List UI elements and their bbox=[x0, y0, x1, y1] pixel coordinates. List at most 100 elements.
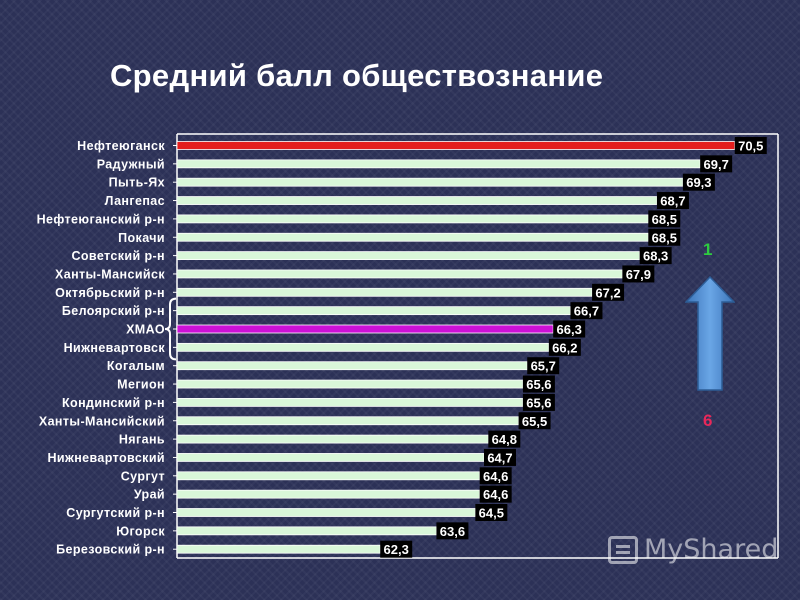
category-label: Лангепас bbox=[105, 194, 165, 208]
value-label-box bbox=[570, 302, 603, 320]
bar bbox=[176, 232, 649, 242]
category-label: Сургут bbox=[121, 469, 165, 483]
value-label-box bbox=[527, 357, 560, 375]
value-label-box bbox=[592, 283, 625, 301]
value-label-box bbox=[475, 504, 508, 521]
bar bbox=[176, 287, 593, 297]
value-label-box bbox=[436, 522, 469, 540]
value-label: 66,2 bbox=[552, 340, 577, 355]
rank-bottom-label: 6 bbox=[703, 411, 713, 430]
rank-top-label: 1 bbox=[703, 240, 713, 259]
category-label: Ханты-Мансийск bbox=[55, 267, 165, 281]
value-label: 62,3 bbox=[384, 542, 409, 557]
category-label: Белоярский р-н bbox=[62, 304, 165, 318]
category-label: Нефтеюганский р-н bbox=[37, 212, 165, 226]
value-label-box bbox=[553, 320, 586, 338]
bar bbox=[176, 508, 476, 517]
value-label: 64,8 bbox=[492, 432, 517, 447]
value-label: 70,5 bbox=[738, 139, 763, 154]
category-label: Нижневартовск bbox=[64, 341, 166, 355]
bars-group bbox=[176, 141, 736, 554]
category-label: Советский р-н bbox=[71, 249, 165, 263]
presentation-icon bbox=[608, 535, 638, 564]
value-label-box bbox=[479, 485, 512, 503]
value-label-box bbox=[522, 375, 555, 393]
bar bbox=[176, 324, 554, 334]
value-label-box bbox=[622, 265, 655, 283]
bar bbox=[176, 306, 571, 316]
category-label: Пыть-Ях bbox=[109, 176, 165, 190]
category-label: Ханты-Мансийский bbox=[39, 414, 165, 428]
value-label-box bbox=[734, 137, 767, 154]
bar bbox=[176, 196, 658, 205]
value-label: 64,5 bbox=[479, 506, 504, 521]
value-label-box bbox=[488, 430, 521, 448]
category-label: ХМАО bbox=[126, 323, 165, 337]
category-label: Нефтеюганск bbox=[77, 139, 165, 153]
value-label-box bbox=[380, 540, 413, 558]
value-label-box bbox=[518, 412, 551, 430]
value-label: 69,3 bbox=[686, 175, 711, 190]
category-label: Сургутский р-н bbox=[66, 506, 165, 520]
value-label: 65,5 bbox=[522, 414, 547, 429]
bar bbox=[176, 489, 481, 499]
brace-bracket bbox=[164, 297, 177, 361]
bar bbox=[176, 453, 485, 462]
up-arrow-icon bbox=[685, 276, 735, 391]
bar bbox=[176, 177, 684, 187]
value-label: 68,7 bbox=[660, 194, 685, 209]
value-label-box bbox=[682, 173, 715, 191]
value-label: 68,5 bbox=[652, 212, 677, 227]
value-label-box bbox=[648, 210, 681, 228]
category-label: Нягань bbox=[119, 433, 165, 447]
myshared-watermark: MyShared bbox=[608, 534, 778, 565]
category-label: Радужный bbox=[97, 157, 165, 171]
value-label: 68,5 bbox=[652, 230, 677, 245]
value-label: 68,3 bbox=[643, 249, 668, 264]
bar bbox=[176, 214, 649, 224]
value-label: 66,7 bbox=[574, 304, 599, 319]
value-label: 65,7 bbox=[531, 359, 556, 374]
category-label: Березовский р-н bbox=[56, 543, 165, 557]
value-labels-group: 70,5 69,7 69,368,7 68,5 68,5 68,3 67,9 67,2 66,7… bbox=[380, 137, 767, 558]
value-label-box bbox=[639, 247, 672, 265]
category-label: Мегион bbox=[117, 378, 165, 392]
bar bbox=[176, 269, 623, 279]
value-label: 65,6 bbox=[526, 377, 551, 392]
category-label: Урай bbox=[134, 488, 165, 502]
value-label-box bbox=[483, 448, 516, 466]
value-label: 67,9 bbox=[626, 267, 651, 282]
slide-title: Средний балл обществознание bbox=[110, 58, 604, 93]
watermark-text: MyShared bbox=[644, 534, 779, 565]
bar bbox=[176, 342, 550, 352]
category-label: Кондинский р-н bbox=[62, 396, 165, 410]
value-label: 66,3 bbox=[557, 322, 582, 337]
value-label-box bbox=[656, 192, 689, 210]
bar bbox=[176, 361, 528, 371]
value-label-box bbox=[548, 338, 581, 356]
bar bbox=[176, 471, 481, 481]
bar bbox=[176, 141, 736, 150]
value-label: 67,2 bbox=[595, 285, 620, 300]
value-label: 63,6 bbox=[440, 524, 465, 539]
category-label: Когалым bbox=[107, 359, 165, 373]
bar bbox=[176, 379, 524, 389]
bar bbox=[176, 397, 524, 407]
brace-path bbox=[164, 297, 177, 361]
value-label: 64,6 bbox=[483, 469, 508, 484]
category-label: Октябрьский р-н bbox=[55, 286, 165, 300]
value-label: 64,6 bbox=[483, 487, 508, 502]
value-label-box bbox=[700, 155, 733, 173]
category-label: Югорск bbox=[116, 524, 165, 538]
value-label: 69,7 bbox=[704, 157, 729, 172]
category-label: Покачи bbox=[118, 231, 165, 245]
value-label-box bbox=[479, 467, 512, 485]
bar bbox=[176, 434, 489, 444]
bar bbox=[176, 416, 519, 426]
bar bbox=[176, 544, 381, 554]
value-label: 64,7 bbox=[487, 450, 512, 465]
value-label-box bbox=[648, 228, 681, 246]
value-label: 65,6 bbox=[526, 395, 551, 410]
bar bbox=[176, 251, 641, 261]
